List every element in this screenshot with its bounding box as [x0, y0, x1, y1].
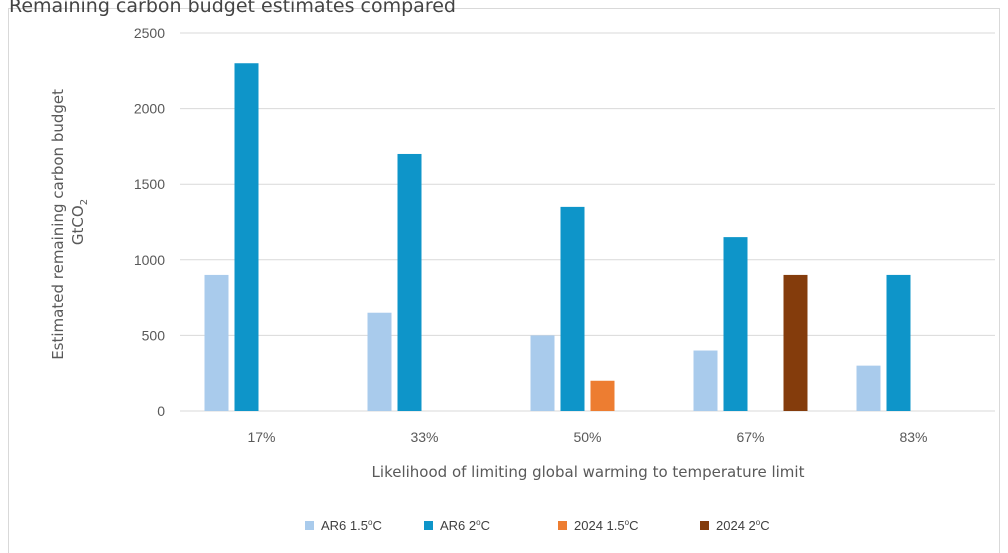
- bar-ar6_2-2: [397, 153, 422, 411]
- bar-ar6_2-3: [560, 206, 585, 411]
- gridlines: [180, 32, 995, 412]
- legend-swatch-y2024_2: [700, 521, 709, 530]
- x-tick-label: 67%: [736, 429, 764, 445]
- legend: AR6 1.5oC AR6 2oC 2024 1.5oC 2024 2oC: [305, 518, 770, 533]
- top-caption: Remaining carbon budget estimates compar…: [9, 0, 456, 17]
- legend-unit: C: [372, 518, 381, 533]
- y-axis-title-subscript: 2: [79, 199, 90, 205]
- legend-entry-ar6_15: AR6 1.5oC: [321, 518, 382, 533]
- legend-entry-ar6_2: AR6 2oC: [440, 518, 490, 533]
- legend-degree: o: [476, 518, 481, 527]
- legend-swatch-ar6_2: [424, 521, 433, 530]
- bar-ar6_15-3: [530, 335, 555, 411]
- bar-y2024_15-3: [590, 380, 615, 411]
- y-tick-label: 2500: [134, 25, 165, 41]
- x-axis-title: Likelihood of limiting global warming to…: [372, 463, 805, 481]
- legend-degree: o: [625, 518, 630, 527]
- bar-ar6_15-2: [367, 312, 392, 411]
- legend-degree: o: [368, 518, 373, 527]
- x-tick-label: 83%: [899, 429, 927, 445]
- legend-swatch-ar6_15: [305, 521, 314, 530]
- bar-ar6_2-4: [723, 237, 748, 411]
- x-tick-labels: 17% 33% 50% 67% 83%: [247, 429, 927, 445]
- x-tick-label: 33%: [410, 429, 438, 445]
- y-tick-labels: 0 500 1000 1500 2000 2500: [134, 25, 165, 419]
- legend-entry-y2024_15: 2024 1.5oC: [574, 518, 638, 533]
- y-axis-title-line1: Estimated remaining carbon budget: [49, 89, 67, 360]
- legend-unit: C: [760, 518, 769, 533]
- bar-y2024_2-4: [783, 274, 808, 411]
- legend-unit: C: [481, 518, 490, 533]
- y-tick-label: 1500: [134, 176, 165, 192]
- chart-frame: Remaining carbon budget estimates compar…: [8, 0, 1000, 553]
- legend-unit: C: [629, 518, 638, 533]
- legend-degree: o: [756, 518, 761, 527]
- y-tick-label: 1000: [134, 252, 165, 268]
- bar-ar6_2-1: [234, 63, 259, 412]
- bar-ar6_15-1: [204, 274, 229, 411]
- y-tick-label: 2000: [134, 101, 165, 117]
- y-tick-label: 0: [157, 403, 165, 419]
- legend-label: 2024 1.5: [574, 518, 625, 533]
- y-tick-label: 500: [142, 327, 166, 343]
- x-tick-label: 50%: [573, 429, 601, 445]
- bars: [204, 63, 911, 412]
- y-axis-title: Estimated remaining carbon budget GtCO2: [49, 84, 90, 360]
- bar-ar6_15-5: [856, 365, 881, 411]
- bar-ar6_15-4: [693, 350, 718, 411]
- x-tick-label: 17%: [247, 429, 275, 445]
- legend-swatch-y2024_15: [558, 521, 567, 530]
- legend-entry-y2024_2: 2024 2oC: [716, 518, 770, 533]
- legend-label: AR6 1.5: [321, 518, 368, 533]
- bar-ar6_2-5: [886, 274, 911, 411]
- legend-label: 2024 2: [716, 518, 756, 533]
- y-axis-title-line2: GtCO: [69, 205, 87, 245]
- legend-label: AR6 2: [440, 518, 476, 533]
